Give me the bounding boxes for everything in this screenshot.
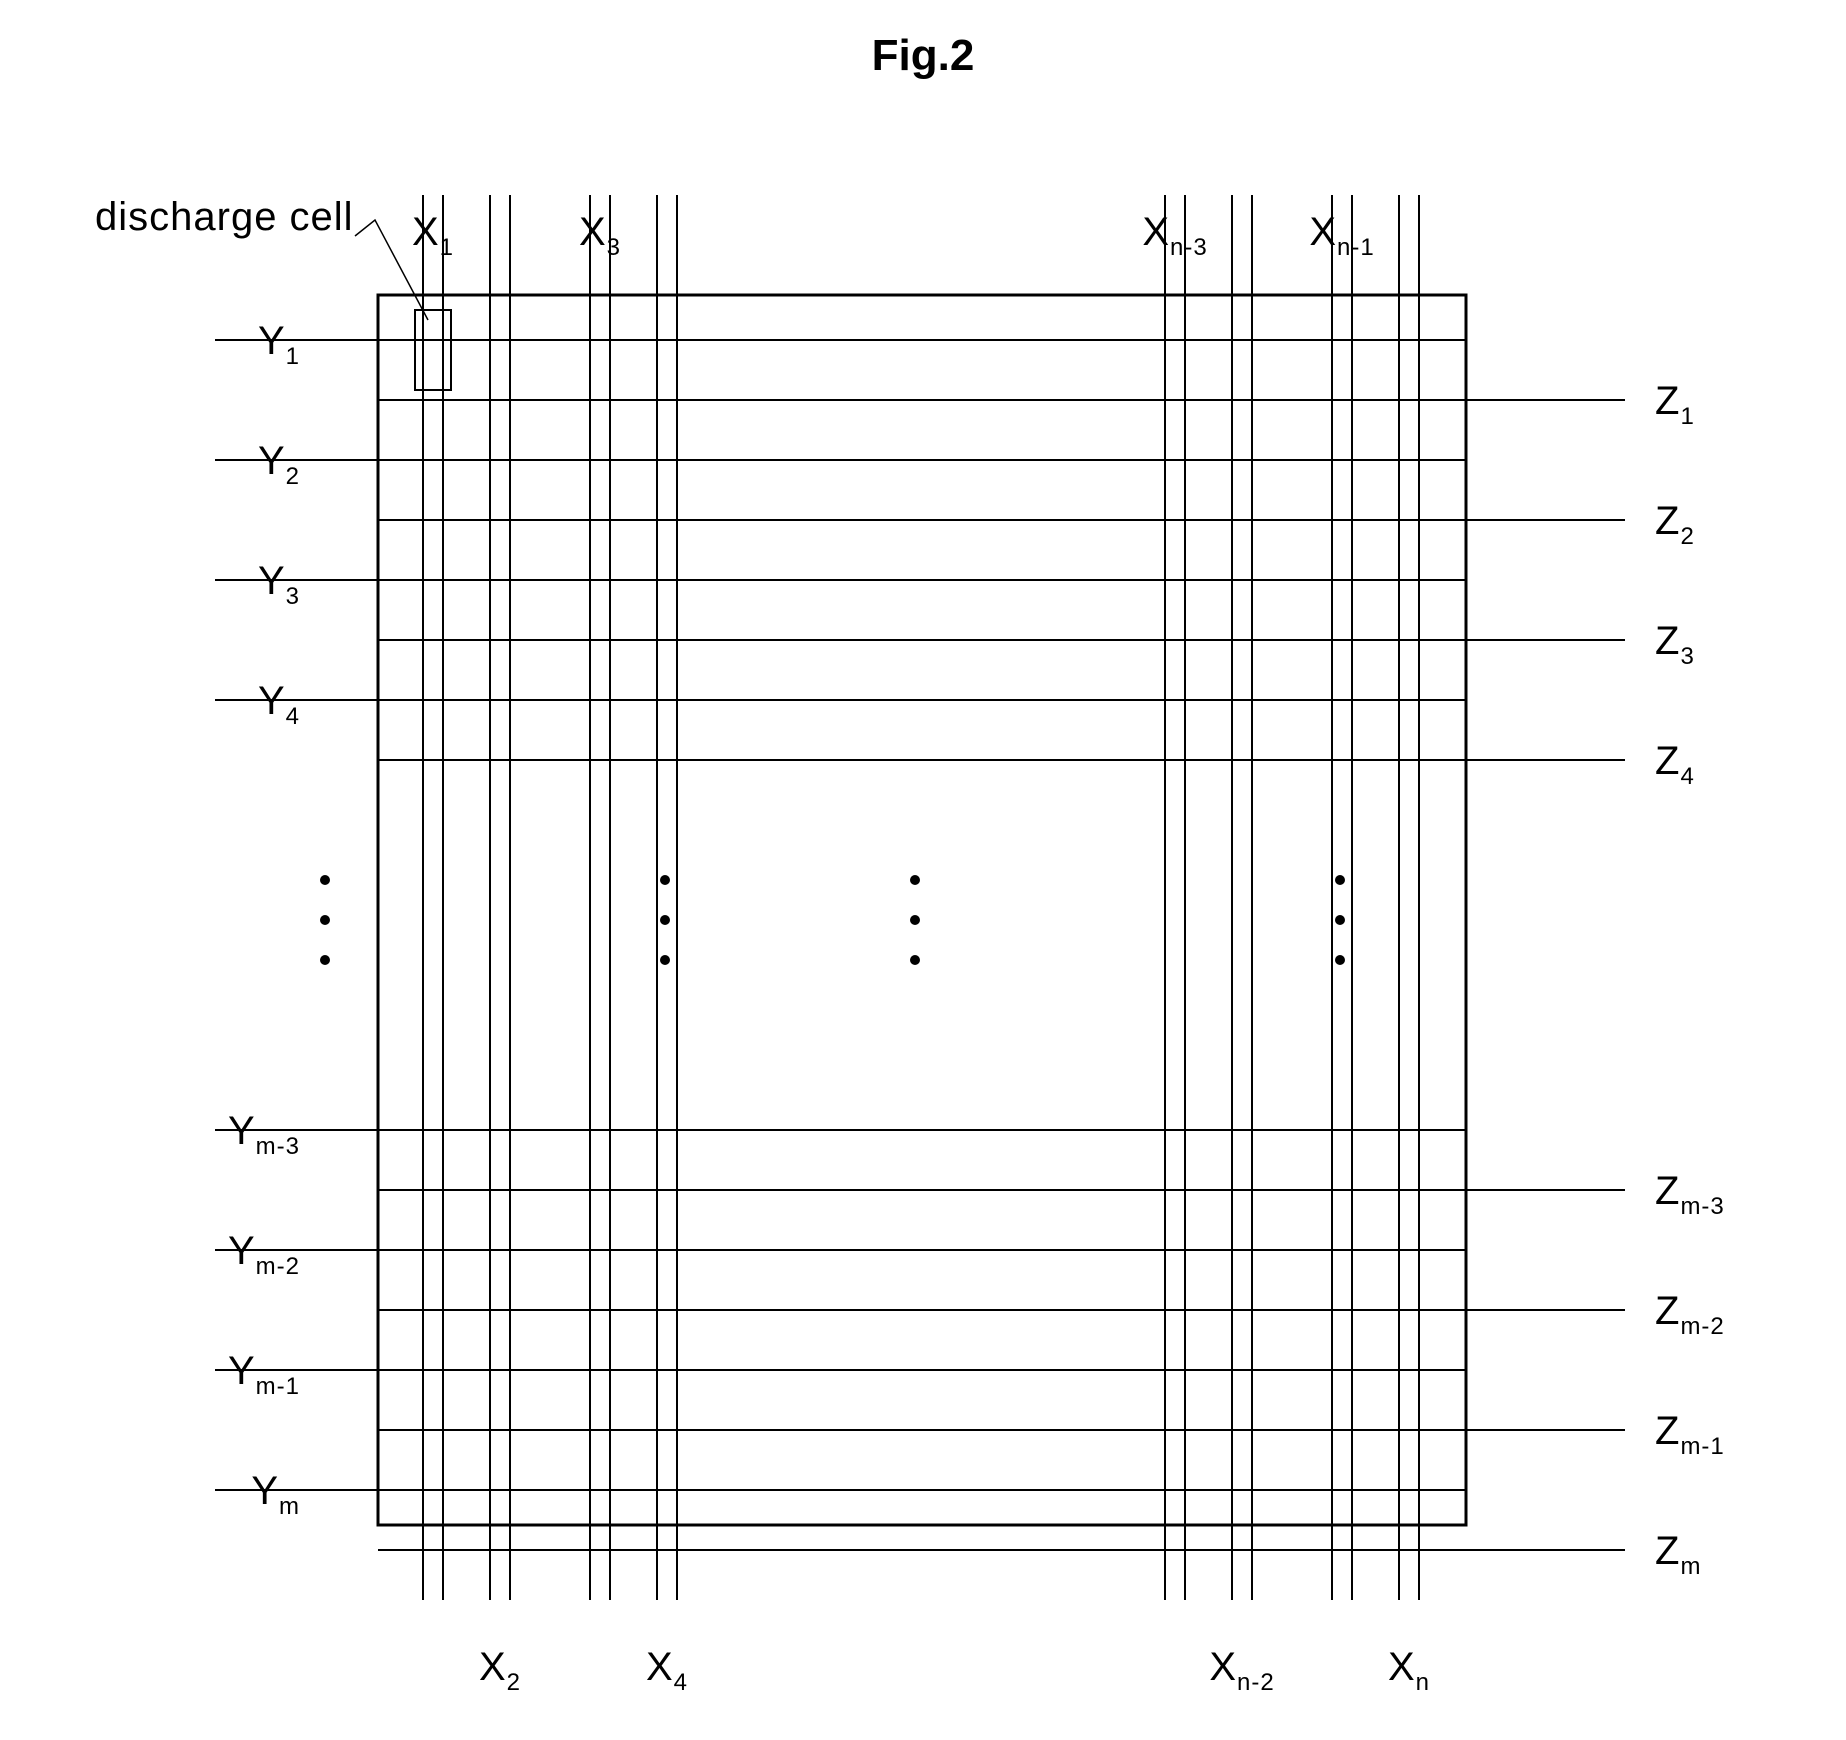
ellipsis-dot — [660, 915, 670, 925]
ellipsis-dot — [910, 955, 920, 965]
ellipsis-dot — [320, 875, 330, 885]
x-label-bottom: X4 — [646, 1645, 688, 1696]
ellipsis-dot — [1335, 955, 1345, 965]
z-label: Zm-3 — [1655, 1169, 1725, 1220]
y-label: Y2 — [258, 439, 300, 490]
ellipsis-dot — [910, 875, 920, 885]
ellipsis-dot — [320, 955, 330, 965]
electrode-grid-figure: Fig.2 X1 X2 X3 X4 Xn-3 Xn-2 Xn-1 Xn Y1 Z1 Y2 Z2 Y3 Z3… — [0, 0, 1846, 1740]
figure-title: Fig.2 — [872, 31, 975, 80]
panel-border — [378, 295, 1466, 1525]
z-label: Zm — [1655, 1529, 1701, 1580]
x-label-bottom: Xn-2 — [1209, 1645, 1274, 1696]
z-label: Z4 — [1655, 739, 1695, 790]
y-label: Ym-1 — [228, 1349, 300, 1400]
ellipsis-dot — [320, 915, 330, 925]
y-label: Ym-2 — [228, 1229, 300, 1280]
x-label-top: X3 — [579, 210, 621, 261]
x-label-top: X1 — [412, 210, 454, 261]
ellipsis-dot — [660, 955, 670, 965]
ellipsis-dot — [660, 875, 670, 885]
z-label: Z1 — [1655, 379, 1695, 430]
x-label-bottom: Xn — [1388, 1645, 1430, 1696]
x-label-top: Xn-3 — [1142, 210, 1207, 261]
x-label-top: Xn-1 — [1309, 210, 1374, 261]
y-label: Y3 — [258, 559, 300, 610]
z-label: Z3 — [1655, 619, 1695, 670]
x-label-bottom: X2 — [479, 1645, 521, 1696]
y-label: Ym — [251, 1469, 300, 1520]
ellipsis-dot — [1335, 875, 1345, 885]
y-label: Ym-3 — [228, 1109, 300, 1160]
y-label: Y4 — [258, 679, 300, 730]
discharge-cell-box — [415, 310, 451, 390]
y-label: Y1 — [258, 319, 300, 370]
z-label: Zm-1 — [1655, 1409, 1725, 1460]
ellipsis-dot — [910, 915, 920, 925]
z-label: Zm-2 — [1655, 1289, 1725, 1340]
figure-page: { "figure": { "title": "Fig.2", "callout… — [0, 0, 1846, 1740]
discharge-cell-label: discharge cell — [95, 195, 354, 239]
z-label: Z2 — [1655, 499, 1695, 550]
ellipsis-dot — [1335, 915, 1345, 925]
